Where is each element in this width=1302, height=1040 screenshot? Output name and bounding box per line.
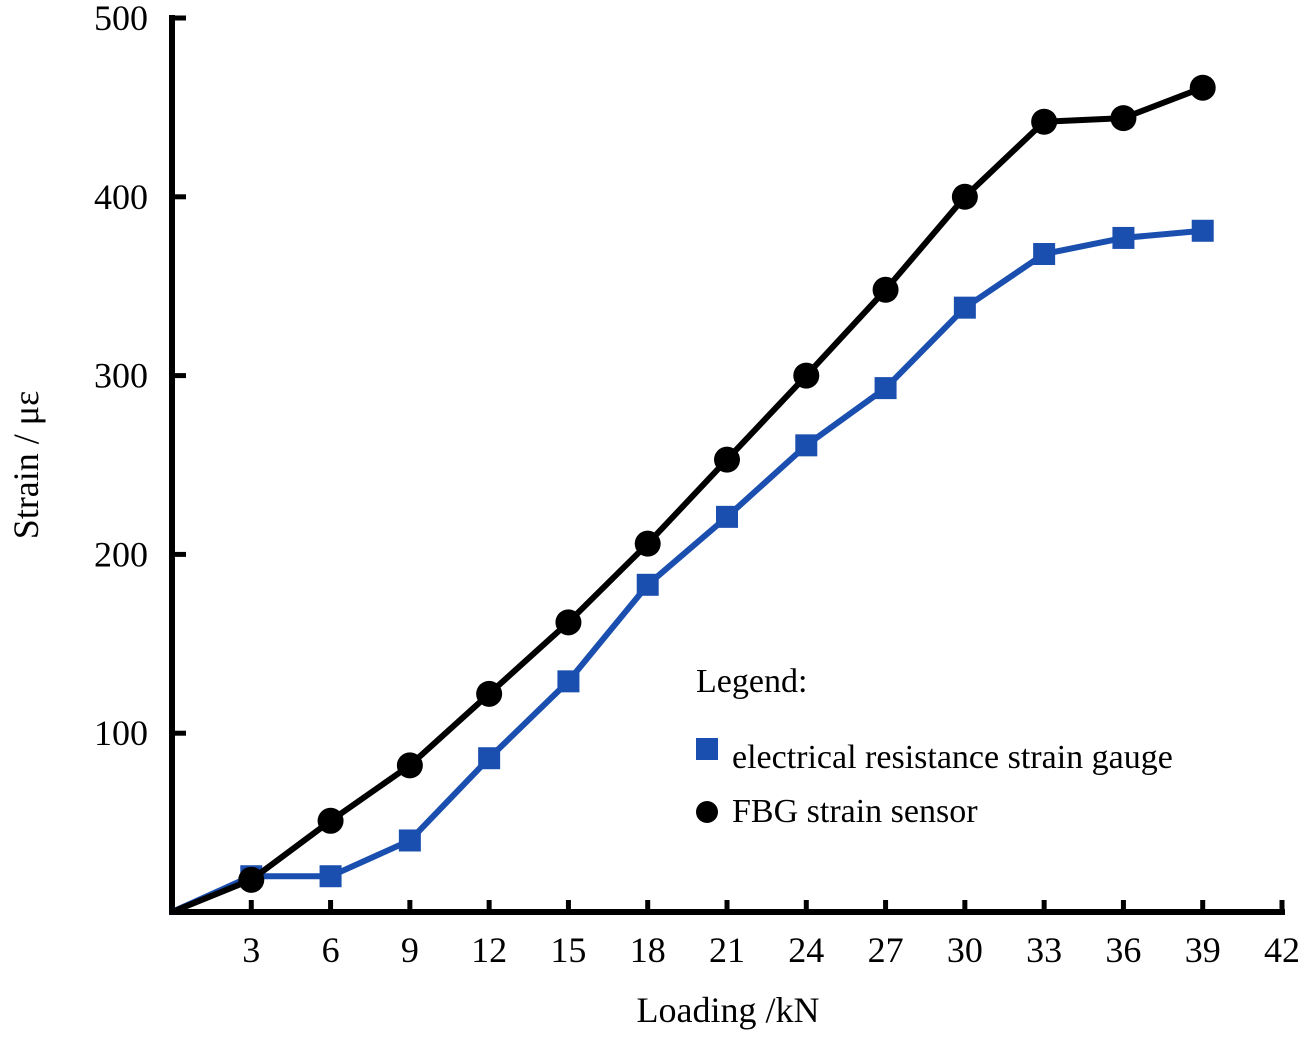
legend: Legend: electrical resistance strain gau… bbox=[696, 663, 1173, 830]
legend-marker-strain-gauge bbox=[696, 738, 718, 760]
data-point-circle bbox=[1110, 105, 1137, 132]
data-point-square bbox=[636, 573, 659, 596]
x-tick-label: 6 bbox=[322, 930, 340, 970]
data-point-circle bbox=[951, 183, 978, 210]
data-point-circle bbox=[317, 807, 344, 834]
x-tick-label: 36 bbox=[1105, 930, 1141, 970]
series-fbg-sensor bbox=[169, 74, 1216, 915]
x-tick-label: 3 bbox=[242, 930, 260, 970]
x-tick-label: 30 bbox=[947, 930, 983, 970]
series-layer bbox=[169, 74, 1216, 915]
x-tick-label: 21 bbox=[709, 930, 745, 970]
y-tick-label: 300 bbox=[94, 356, 148, 396]
y-tick-label: 400 bbox=[94, 177, 148, 217]
data-point-square bbox=[1033, 243, 1056, 266]
data-point-circle bbox=[1189, 74, 1216, 101]
legend-label-fbg-sensor: FBG strain sensor bbox=[732, 793, 978, 830]
data-point-square bbox=[716, 505, 738, 528]
data-point-circle bbox=[793, 362, 820, 389]
data-point-square bbox=[557, 670, 580, 693]
data-point-square bbox=[795, 434, 818, 457]
series-line bbox=[169, 84, 1206, 915]
x-tick-label: 18 bbox=[630, 930, 666, 970]
x-tick-label: 12 bbox=[471, 930, 507, 970]
series-line bbox=[169, 227, 1206, 915]
y-tick-label: 200 bbox=[94, 534, 148, 574]
data-point-square bbox=[953, 296, 976, 319]
data-point-square bbox=[398, 829, 421, 852]
data-point-circle bbox=[396, 752, 423, 779]
data-point-circle bbox=[476, 680, 503, 707]
legend-label-strain-gauge: electrical resistance strain gauge bbox=[732, 739, 1173, 776]
x-tick-label: 15 bbox=[550, 930, 586, 970]
data-point-circle bbox=[555, 609, 582, 636]
data-point-circle bbox=[238, 866, 265, 893]
y-tick-label: 500 bbox=[94, 0, 148, 38]
legend-marker-fbg-sensor bbox=[696, 801, 718, 823]
data-point-square bbox=[478, 747, 501, 770]
x-tick-label: 33 bbox=[1026, 930, 1062, 970]
x-tick-label: 27 bbox=[868, 930, 904, 970]
data-point-circle bbox=[1031, 108, 1058, 135]
x-tick-label: 42 bbox=[1264, 930, 1300, 970]
data-point-square bbox=[1191, 219, 1214, 242]
data-point-square bbox=[319, 865, 342, 888]
x-tick-label: 24 bbox=[788, 930, 824, 970]
y-axis-title: Strain / με bbox=[6, 391, 46, 539]
x-tick-label: 39 bbox=[1185, 930, 1221, 970]
legend-title: Legend: bbox=[696, 663, 807, 700]
data-point-circle bbox=[714, 446, 740, 473]
y-tick-label: 100 bbox=[94, 713, 148, 753]
x-axis-title: Loading /kN bbox=[637, 990, 820, 1030]
data-point-square bbox=[874, 377, 897, 400]
x-tick-label: 9 bbox=[401, 930, 419, 970]
data-point-circle bbox=[634, 530, 661, 557]
data-point-circle bbox=[872, 276, 899, 303]
data-point-square bbox=[1112, 226, 1135, 249]
